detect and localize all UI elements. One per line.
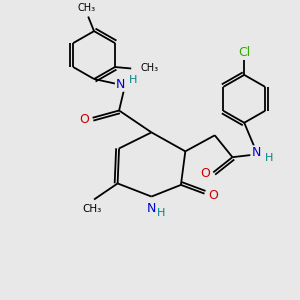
Text: Cl: Cl — [238, 46, 250, 59]
Text: H: H — [157, 208, 165, 218]
Text: N: N — [147, 202, 156, 215]
Text: H: H — [265, 153, 273, 163]
Text: O: O — [80, 113, 89, 126]
Text: H: H — [129, 75, 137, 85]
Text: N: N — [116, 78, 125, 91]
Text: CH₃: CH₃ — [78, 3, 96, 14]
Text: CH₃: CH₃ — [82, 204, 101, 214]
Text: N: N — [251, 146, 261, 159]
Text: O: O — [208, 189, 218, 202]
Text: O: O — [200, 167, 210, 180]
Text: CH₃: CH₃ — [141, 64, 159, 74]
